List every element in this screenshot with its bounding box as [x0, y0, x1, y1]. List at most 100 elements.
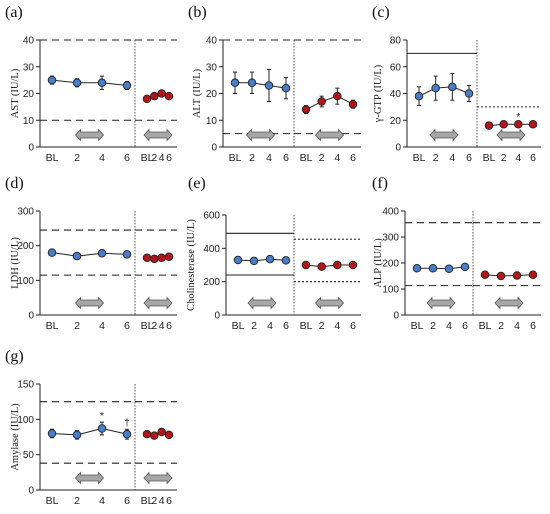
group1-data-point [47, 248, 57, 257]
group1-series-line [235, 82, 287, 89]
group1-series-line [417, 266, 466, 270]
group1-data-point [230, 78, 240, 88]
group2-data-point [164, 91, 174, 101]
y-tick-label: 0 [395, 143, 401, 154]
y-tick-label: 300 [382, 233, 399, 244]
significance-marker: * [516, 112, 520, 123]
group1-series-line [51, 79, 128, 86]
x-tick-label: BL [46, 495, 59, 507]
x-tick-label: 2 [251, 320, 257, 332]
group2-data-point [301, 105, 311, 114]
x-tick-label: BL [413, 152, 426, 164]
y-tick-label: 0 [214, 311, 220, 322]
panel-letter: (d) [5, 175, 24, 192]
x-tick-label: 6 [462, 320, 468, 332]
group2-data-point [528, 270, 538, 279]
group1-data-point [444, 264, 454, 273]
y-tick-label: 30 [23, 62, 35, 73]
group2-series-line [305, 95, 354, 110]
x-tick-label: 2 [74, 495, 80, 507]
y-tick-label: 0 [211, 143, 217, 154]
x-tick-label: 6 [124, 152, 130, 164]
y-tick-label: 200 [203, 277, 220, 288]
x-tick-label: BL [229, 152, 242, 164]
group2-data-point [348, 260, 358, 270]
y-tick-label: 80 [390, 36, 402, 47]
group1-data-point [247, 78, 257, 88]
x-tick-label: 4 [99, 495, 105, 507]
group2-data-point [142, 429, 152, 439]
group2-data-point [142, 94, 152, 104]
panel-letter: (a) [5, 4, 23, 21]
group2-data-point [301, 260, 311, 270]
x-tick-label: 6 [350, 320, 356, 332]
x-tick-label: 6 [283, 320, 289, 332]
group1-series-line [51, 252, 128, 257]
group2-data-point [348, 99, 358, 109]
group1-data-point [122, 81, 132, 90]
group1-data-point [448, 82, 457, 92]
y-tick-label: 100 [382, 285, 399, 296]
group2-data-point [484, 121, 494, 130]
group2-data-point [150, 91, 159, 101]
y-tick-label: 20 [206, 89, 218, 100]
group2-data-point [496, 271, 506, 281]
x-tick-label: 2 [151, 152, 157, 164]
y-tick-label: 0 [28, 486, 34, 497]
group2-data-point [150, 254, 159, 264]
group1-data-point [264, 81, 274, 90]
group1-data-point [265, 254, 275, 264]
y-tick-label: 40 [390, 89, 402, 100]
y-tick-label: 0 [28, 311, 34, 322]
group1-data-point [97, 249, 107, 258]
group2-data-point [512, 271, 522, 280]
y-tick-label: 10 [23, 116, 35, 127]
period-arrow-icon [74, 128, 105, 142]
x-tick-label: 4 [159, 320, 165, 332]
group1-data-point [72, 78, 82, 88]
x-tick-label: 6 [166, 320, 172, 332]
group1-data-point [281, 256, 291, 265]
period-arrow-icon [314, 128, 345, 142]
y-tick-label: 40 [23, 36, 35, 47]
group2-data-point [333, 91, 342, 101]
y-tick-label: 40 [206, 36, 218, 47]
group1-series-line [418, 86, 470, 97]
y-tick-label: 60 [390, 62, 402, 73]
group1-series-line [237, 258, 287, 262]
group2-data-point [157, 427, 166, 437]
group1-data-point [47, 429, 57, 438]
x-tick-label: BL [141, 320, 154, 332]
y-axis-label: ALT (IU/L) [192, 68, 203, 118]
x-tick-label: 4 [159, 152, 165, 164]
group1-data-point [249, 256, 259, 266]
x-tick-label: BL [411, 320, 424, 332]
y-axis-label: LDH (IU/L) [10, 237, 21, 289]
group2-data-point [514, 120, 523, 129]
y-tick-label: 100 [17, 415, 34, 426]
x-tick-label: 2 [433, 152, 439, 164]
period-arrow-icon [143, 471, 173, 485]
panel-letter: (c) [372, 4, 390, 21]
group2-data-point [150, 431, 159, 440]
x-tick-label: 4 [267, 320, 273, 332]
period-arrow-icon [143, 296, 173, 310]
y-tick-label: 400 [382, 207, 399, 218]
y-tick-label: 300 [17, 207, 34, 218]
group1-data-point [412, 263, 422, 273]
group1-data-point [47, 75, 57, 85]
group1-data-point [233, 255, 243, 265]
period-arrow-icon [314, 296, 345, 310]
x-tick-label: 6 [530, 152, 536, 164]
x-tick-label: BL [46, 320, 59, 332]
group1-data-point [122, 250, 132, 259]
panel-letter: (f) [372, 175, 388, 192]
group1-data-point [281, 83, 291, 93]
x-tick-label: 6 [530, 320, 536, 332]
x-tick-label: 6 [166, 152, 172, 164]
x-tick-label: 2 [151, 495, 157, 507]
group1-data-point [122, 429, 132, 439]
